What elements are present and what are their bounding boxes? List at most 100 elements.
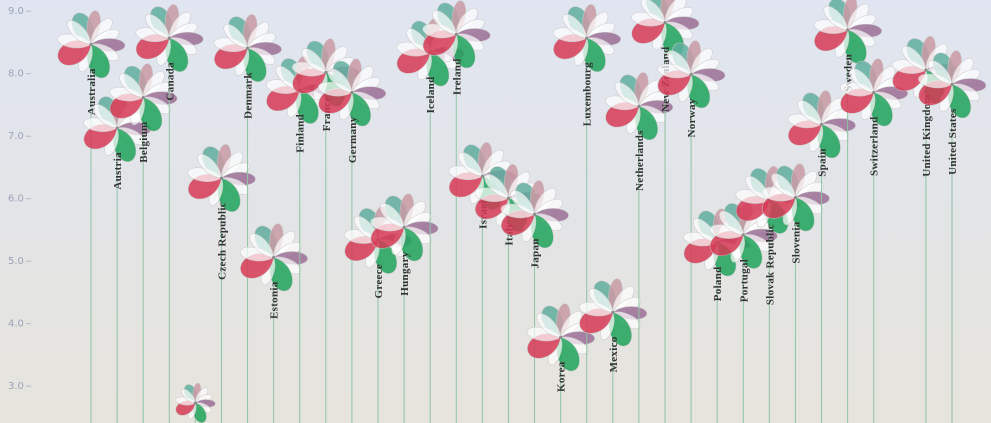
flower-center [506,196,510,200]
flower [187,144,256,212]
category-label: Mexico [608,336,620,372]
flower-center [559,335,563,339]
petal [901,45,927,71]
flower-center [167,36,171,40]
petal [327,68,353,93]
petal [797,100,822,125]
flower-center [950,82,954,86]
flower-center [820,122,824,126]
flower [761,163,830,232]
y-tick-label: 7.0 [8,131,24,142]
petal [771,173,796,198]
flower-center [350,90,354,94]
category-label: Slovak Republic [764,224,776,305]
y-tick-label: 9.0 [8,6,24,17]
flower-center [637,104,641,108]
flower-center [741,233,745,237]
flower-center [585,36,589,40]
flower [318,58,387,127]
flower-center [246,46,250,50]
flower-center [219,176,223,180]
category-label: Canada [164,62,176,101]
petal [380,203,405,228]
category-label: Norway [686,98,698,137]
y-tick-label: 6.0 [8,194,24,205]
flower-center [872,90,876,94]
petal [223,24,248,49]
flower-center [846,28,850,32]
petal [667,50,692,75]
category-label: Switzerland [869,116,881,176]
flower-center [663,20,667,24]
petal [145,14,170,39]
category-label: Estonia [269,281,281,319]
category-label: Hungary [399,251,411,295]
petal [301,48,327,73]
petal [823,5,848,31]
flower [83,94,152,162]
y-tick-label: 5.0 [8,256,24,267]
category-label: Netherlands [634,130,646,191]
flower-center [272,255,276,259]
petal [249,233,274,258]
flower-center [480,174,484,178]
flower [918,50,987,119]
category-label: Denmark [243,72,255,119]
flower-center [793,195,797,199]
flower [526,303,595,372]
petal [614,82,640,107]
flower [422,0,491,69]
petal [432,10,457,35]
category-label: Australia [86,68,98,115]
petal [197,153,222,179]
petal [849,68,874,93]
category-label: Poland [712,266,724,301]
petal [93,104,118,129]
flower [787,90,856,159]
petal [536,313,561,338]
category-label: United Kingdom [921,94,933,177]
flower [109,63,178,132]
flower-center [611,310,615,314]
category-label: Luxembourg [582,62,594,126]
y-tick-label: 4.0 [8,319,24,330]
category-label: Iceland [425,76,437,113]
category-label: Greece [373,264,385,299]
petal [119,73,144,98]
petal [181,388,196,404]
y-tick-label: 3.0 [8,381,24,392]
flower [370,193,439,262]
flower [709,201,778,269]
petal [458,152,483,177]
flower [579,278,648,347]
y-tick-label: 8.0 [8,69,24,80]
petal [66,20,92,45]
category-label: Belgium [138,121,150,162]
category-label: Czech Republic [216,202,228,280]
flower-center [689,72,693,76]
category-label: Finland [295,114,307,153]
petal [719,210,744,236]
flower-center [324,70,328,74]
flower-center [141,95,145,99]
flower-center [533,212,537,216]
flower [552,4,621,72]
petal [927,60,953,85]
category-label: Slovenia [790,221,802,263]
category-label: Ireland [451,58,463,95]
flower-center [454,32,458,36]
flower [57,10,126,79]
flower [135,4,204,72]
flower-center [402,225,406,229]
flower-center [89,42,93,46]
category-label: United States [947,108,959,175]
category-label: Austria [112,152,124,190]
petal [562,14,587,39]
flower [239,223,308,292]
flower [213,14,282,82]
petal [484,173,509,199]
petal [640,0,666,23]
category-label: Spain [817,148,829,176]
flower [605,72,674,141]
